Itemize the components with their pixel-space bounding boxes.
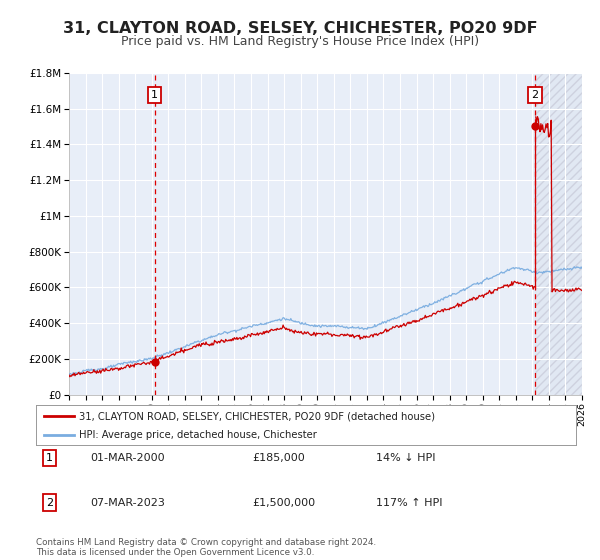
- Text: £1,500,000: £1,500,000: [252, 498, 315, 507]
- Text: Price paid vs. HM Land Registry's House Price Index (HPI): Price paid vs. HM Land Registry's House …: [121, 35, 479, 48]
- Text: 31, CLAYTON ROAD, SELSEY, CHICHESTER, PO20 9DF (detached house): 31, CLAYTON ROAD, SELSEY, CHICHESTER, PO…: [79, 411, 435, 421]
- Text: HPI: Average price, detached house, Chichester: HPI: Average price, detached house, Chic…: [79, 430, 317, 440]
- Text: 14% ↓ HPI: 14% ↓ HPI: [376, 453, 436, 463]
- Text: 117% ↑ HPI: 117% ↑ HPI: [376, 498, 443, 507]
- Text: 2: 2: [46, 498, 53, 507]
- Bar: [535, 73, 582, 395]
- Text: 01-MAR-2000: 01-MAR-2000: [90, 453, 164, 463]
- Text: 1: 1: [46, 453, 53, 463]
- Text: £185,000: £185,000: [252, 453, 305, 463]
- Text: Contains HM Land Registry data © Crown copyright and database right 2024.
This d: Contains HM Land Registry data © Crown c…: [36, 538, 376, 557]
- Bar: [535, 73, 582, 395]
- Text: 1: 1: [151, 90, 158, 100]
- Text: 31, CLAYTON ROAD, SELSEY, CHICHESTER, PO20 9DF: 31, CLAYTON ROAD, SELSEY, CHICHESTER, PO…: [62, 21, 538, 36]
- Text: 07-MAR-2023: 07-MAR-2023: [90, 498, 165, 507]
- Text: 2: 2: [532, 90, 539, 100]
